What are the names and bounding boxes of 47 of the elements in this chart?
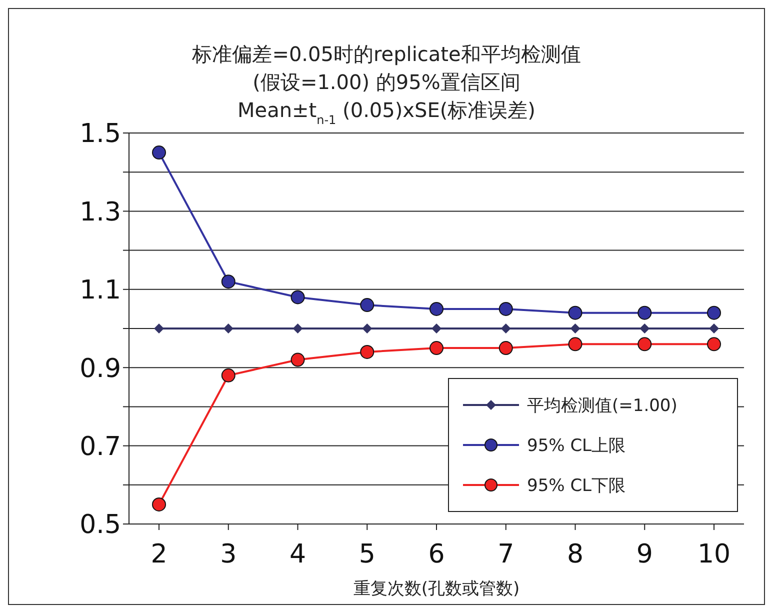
- point: [498, 302, 513, 316]
- y-tick-label: 0.9: [80, 354, 121, 384]
- x-tick-label: 2: [150, 539, 168, 570]
- legend-label: 平均检测值(=1.00): [527, 394, 678, 416]
- point: [640, 324, 650, 334]
- point: [500, 324, 511, 334]
- x-tick-label: 3: [220, 539, 237, 570]
- legend-label: 95% CL上限: [527, 434, 626, 456]
- point: [568, 306, 582, 320]
- point: [154, 324, 164, 334]
- x-tick-label: 10: [697, 539, 731, 570]
- x-tick-label: 8: [566, 539, 584, 570]
- point: [570, 324, 580, 334]
- chart-title: 标准偏差=0.05时的replicate和平均检测值 (假设=1.00) 的95%置信区间 Mean±t$_{n-1}$(0.05)xSE(标准误差): [191, 42, 581, 127]
- x-tick-label: 4: [289, 539, 306, 570]
- point: [290, 352, 305, 367]
- point: [221, 274, 236, 289]
- point: [152, 146, 166, 160]
- x-tick-label: 5: [358, 539, 376, 570]
- point: [707, 306, 721, 320]
- x-tick-label: 7: [498, 539, 514, 570]
- x-tick-label: 9: [636, 539, 653, 570]
- y-tick-label: 0.5: [80, 510, 121, 540]
- point: [707, 337, 721, 352]
- point: [362, 324, 372, 334]
- point: [360, 344, 374, 359]
- x-axis-title: 重复次数(孔数或管数): [353, 579, 520, 599]
- point: [430, 302, 444, 316]
- point: [432, 324, 442, 334]
- y-tick-label: 1.1: [80, 276, 121, 306]
- point: [498, 341, 513, 356]
- point: [709, 324, 719, 334]
- point: [223, 324, 234, 334]
- point: [152, 497, 166, 512]
- point: [430, 341, 444, 356]
- point: [568, 337, 582, 352]
- y-tick-label: 1.5: [80, 119, 121, 150]
- point: [638, 306, 652, 320]
- point: [292, 324, 303, 334]
- point: [638, 337, 652, 352]
- point: [290, 290, 305, 304]
- legend-label: 95% CL下限: [527, 474, 626, 496]
- y-tick-label: 0.7: [80, 432, 121, 462]
- x-tick-label: 6: [428, 539, 445, 570]
- point: [360, 298, 374, 312]
- point: [221, 368, 236, 382]
- y-tick-label: 1.3: [80, 197, 121, 228]
